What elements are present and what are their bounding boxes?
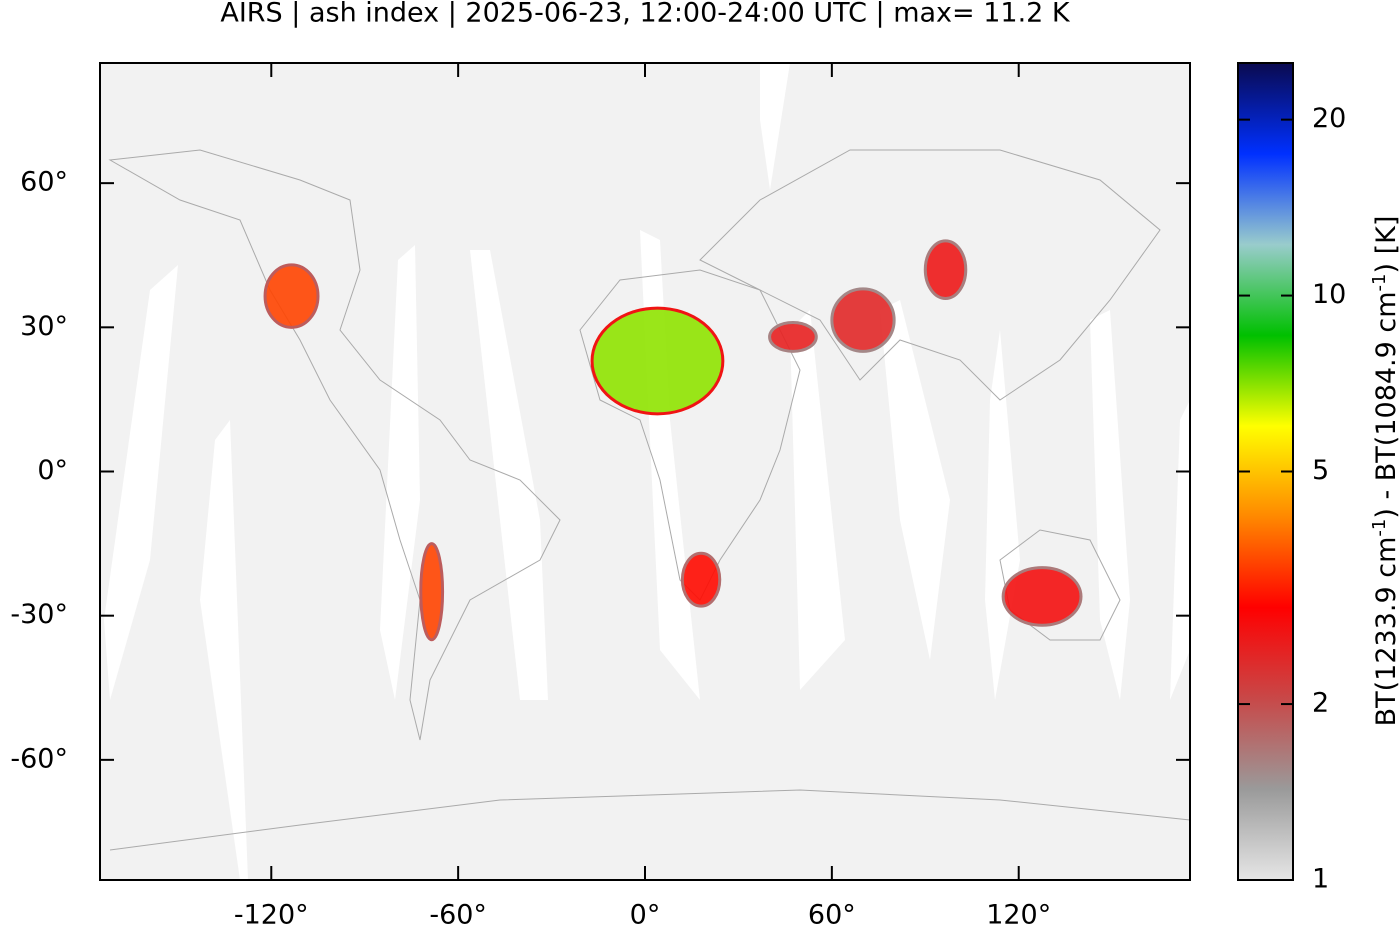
- colorbar-tick-label: 5: [1312, 455, 1329, 486]
- y-tick-label: 60°: [20, 167, 68, 198]
- colorbar-tick-label: 20: [1312, 103, 1346, 134]
- coastlines: [108, 149, 1191, 851]
- ash-regions: [263, 239, 1083, 642]
- y-tick-label: 0°: [37, 455, 68, 486]
- ash-region: [768, 321, 818, 353]
- x-tick-label: 60°: [808, 900, 856, 930]
- colorbar-tick-label: 2: [1312, 688, 1329, 719]
- x-tick-label: -120°: [234, 900, 309, 930]
- colorbar-label-part: ) - BT(1084.9 cm: [1371, 291, 1400, 518]
- ash-region: [590, 306, 725, 416]
- ash-region: [263, 263, 320, 329]
- colorbar-label-part: BT(1233.9 cm: [1371, 537, 1400, 727]
- ash-region: [680, 551, 722, 608]
- colorbar-label-part: ) [K]: [1371, 216, 1400, 274]
- colorbar-tick-label: 10: [1312, 279, 1346, 310]
- map-background: [100, 63, 1190, 880]
- ash-region: [830, 287, 896, 353]
- x-tick-label: -60°: [429, 900, 487, 930]
- colorbar-label-part: -1: [1369, 274, 1390, 292]
- x-tick-label: 120°: [986, 900, 1051, 930]
- y-tick-label: -60°: [10, 743, 68, 774]
- colorbar-label: BT(1233.9 cm-1) - BT(1084.9 cm-1) [K]: [1369, 216, 1400, 727]
- x-tick-label: 0°: [630, 900, 661, 930]
- y-tick-label: -30°: [10, 599, 68, 630]
- colorbar-tick-label: 1: [1312, 864, 1329, 895]
- chart-title: AIRS | ash index | 2025-06-23, 12:00-24:…: [220, 0, 1071, 29]
- ash-region: [1001, 566, 1083, 627]
- ash-region: [923, 239, 968, 300]
- ash-region: [419, 542, 445, 642]
- colorbar-label-part: -1: [1369, 519, 1390, 537]
- y-tick-label: 30°: [20, 311, 68, 342]
